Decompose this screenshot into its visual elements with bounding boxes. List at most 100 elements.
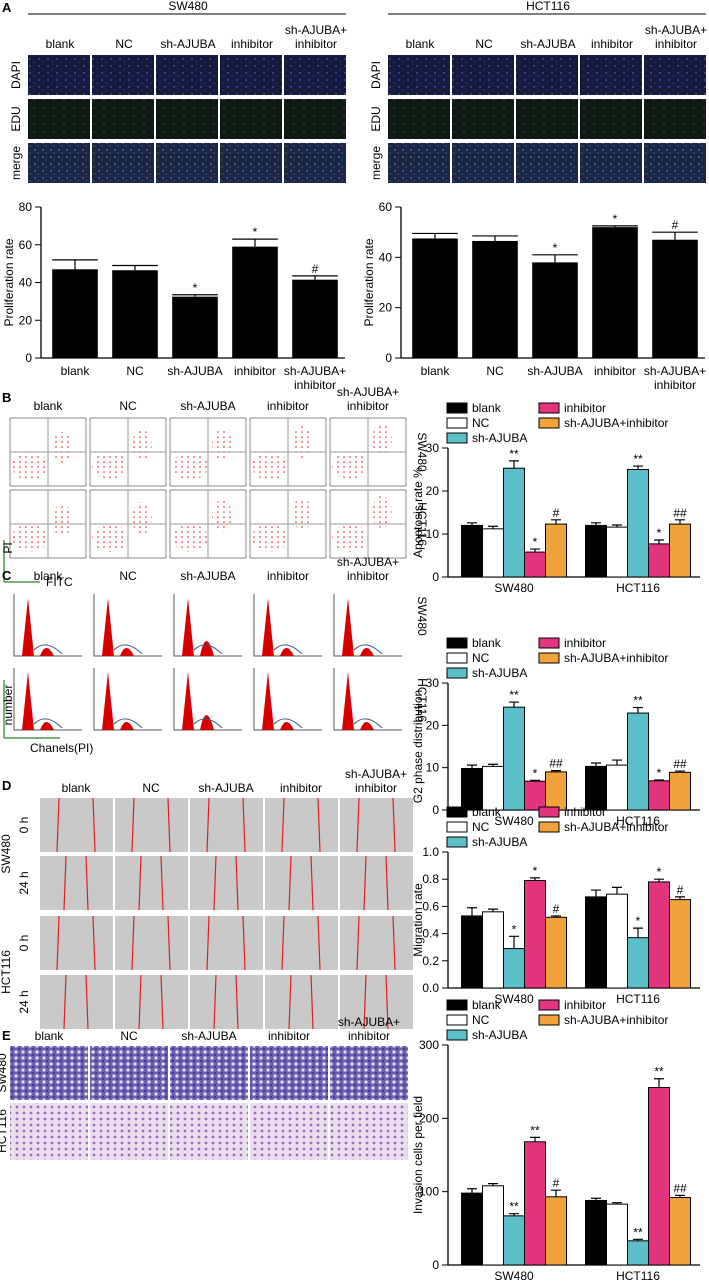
column-header: blank [35,1029,65,1043]
significance: * [193,281,198,295]
significance: * [613,212,618,226]
flow-cloud [332,452,368,480]
micrograph [28,55,90,95]
column-header: inhibitor [591,37,633,51]
flow-cloud [92,524,128,552]
y-tick-label: 1.0 [422,845,439,859]
group-label: HCT116 [0,950,13,994]
significance: # [672,218,679,232]
bar [627,469,649,578]
significance: * [533,535,538,549]
micrograph [156,99,218,139]
row-label: merge [9,146,23,180]
y-tick-label: 0.4 [422,927,439,941]
column-header: inhibitor [267,399,309,413]
error-bar [654,1078,664,1088]
wound-edge [63,974,67,1030]
panel-letter: A [2,0,12,15]
fit-line [273,644,303,655]
micrograph [452,99,514,139]
error-bar [292,275,338,280]
bar [482,765,504,811]
column-header: sh-AJUBA [198,781,253,795]
wound-image [40,798,113,852]
error-bar [612,886,622,895]
row-label: DAPI [9,61,23,89]
wound-image [340,916,413,970]
axis-label: PI [1,542,15,553]
bar [585,765,607,811]
x-tick-label: sh-AJUBA [527,364,582,378]
row-label: EDU [9,106,23,131]
x-tick-label: inhibitor [594,364,636,378]
column-header: NC [119,399,137,413]
g2-peak [40,722,54,730]
wound-image [190,975,263,1029]
g2-peak [360,648,374,656]
x-tick-label: sh-AJUBA+ inhibitor [284,364,346,392]
wound-edge [392,797,396,853]
wound-edge [206,915,210,971]
bar [545,523,567,578]
histogram-axis [253,594,322,657]
bar [652,239,698,358]
x-tick-label: sh-AJUBA [167,364,222,378]
bar [648,1087,670,1266]
row-label: HCT116 [415,678,429,722]
g1-peak [262,672,274,730]
flow-cloud [332,524,368,552]
flow-cloud [92,452,128,480]
row-label: SW480 [415,432,429,472]
bar [545,1196,567,1266]
legend-swatch [538,821,560,833]
wound-edge [92,915,96,971]
legend-label: inhibitor [564,998,606,1012]
significance: ** [509,447,519,461]
micrograph [452,55,514,95]
legend-label: sh-AJUBA+inhibitor [564,820,668,834]
y-tick-label: 10 [426,527,440,541]
wound-image [190,856,263,910]
bar [461,915,483,989]
legend-swatch [446,821,468,833]
column-header: blank [46,37,76,51]
wound-image [340,856,413,910]
x-tick-label: blank [421,364,451,378]
wound-edge [281,915,285,971]
column-header: inhibitor [268,1029,310,1043]
y-tick-label: 0.6 [422,899,439,913]
bar [472,240,518,358]
panel-letter: B [2,390,11,405]
row-label: HCT116 [415,502,429,546]
x-tick-label: blank [61,364,91,378]
wound-edge [235,855,239,911]
bar [648,780,670,811]
legend-label: NC [472,1013,490,1027]
bar [524,551,546,578]
wound-edge [385,855,389,911]
column-header: inhibitor [280,781,322,795]
wound-edge [385,974,389,1030]
significance: * [533,864,538,878]
micrograph [28,99,90,139]
wound-edge [213,974,217,1030]
legend-label: sh-AJUBA [472,666,527,680]
g2-peak [360,722,374,730]
bar [592,227,638,358]
x-tick-label: inhibitor [234,364,276,378]
wound-edge [85,855,89,911]
flow-cloud [372,496,392,528]
micrograph [284,143,346,183]
column-header: blank [34,569,64,583]
wound-edge [242,797,246,853]
x-tick-label: NC [126,364,144,378]
micrograph [516,99,578,139]
significance: * [553,241,558,255]
y-tick-label: 200 [419,1111,439,1125]
fit-line [113,718,143,729]
wound-edge [213,855,217,911]
y-tick-label: 0 [25,351,32,365]
micrograph [516,143,578,183]
significance: ** [633,694,643,708]
significance: ** [530,1123,540,1137]
